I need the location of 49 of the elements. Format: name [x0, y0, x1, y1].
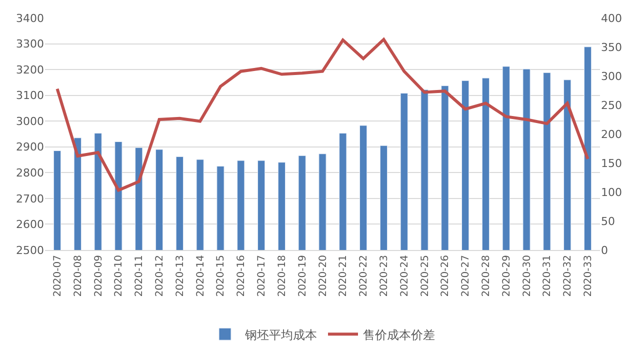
y2-tick-label: 400 [601, 12, 622, 25]
y-tick-label: 2800 [16, 166, 44, 180]
y-tick-label: 3300 [16, 38, 44, 51]
x-tick-label: 2020-23 [378, 255, 390, 297]
x-tick-label: 2020-13 [174, 255, 186, 297]
x-tick-label: 2020-29 [501, 255, 512, 297]
x-tick-label: 2020-28 [480, 255, 492, 297]
y-tick-label: 2900 [16, 140, 44, 154]
x-tick-label: 2020-31 [542, 255, 554, 297]
x-tick-label: 2020-32 [562, 255, 574, 297]
y-tick-label: 3200 [16, 63, 44, 76]
y2-tick-label: 350 [601, 40, 622, 54]
x-tick-label: 2020-17 [256, 255, 268, 297]
y-tick-label: 2700 [16, 192, 44, 206]
x-tick-label: 2020-18 [276, 255, 288, 297]
x-tick-label: 2020-30 [522, 255, 533, 297]
y2-tick-label: 250 [601, 98, 622, 112]
y-tick-label: 2600 [16, 218, 44, 232]
y-tick-label: 3000 [16, 114, 44, 128]
x-tick-label: 2020-20 [318, 255, 329, 297]
x-tick-label: 2020-14 [195, 255, 206, 297]
y2-tick-label: 50 [601, 214, 615, 228]
x-tick-label: 2020-08 [72, 255, 84, 297]
y2-tick-label: 150 [601, 156, 622, 170]
y2-tick-label: 100 [601, 186, 622, 199]
x-tick-label: 2020-25 [420, 255, 431, 297]
y-tick-label: 3400 [16, 12, 44, 25]
x-tick-label: 2020-27 [460, 255, 472, 297]
x-tick-label: 2020-15 [216, 255, 227, 297]
x-tick-label: 2020-07 [52, 255, 64, 297]
x-tick-label: 2020-21 [338, 255, 350, 297]
y-tick-label: 3100 [16, 89, 44, 102]
legend-label: 售价成本价差 [363, 328, 435, 342]
x-tick-label: 2020-33 [583, 255, 594, 297]
line-series [56, 38, 590, 192]
legend-label: 钢坯平均成本 [244, 328, 317, 342]
x-tick-label: 2020-09 [93, 255, 104, 297]
x-tick-label: 2020-10 [114, 255, 125, 297]
x-tick-label: 2020-16 [236, 255, 248, 297]
y2-tick-label: 0 [601, 244, 608, 257]
y2-tick-label: 300 [601, 70, 622, 83]
x-tick-label: 2020-26 [440, 255, 452, 297]
x-tick-label: 2020-11 [134, 255, 146, 297]
x-tick-label: 2020-12 [154, 255, 166, 297]
x-tick-label: 2020-24 [399, 255, 410, 297]
y2-tick-label: 200 [601, 128, 622, 141]
x-tick-label: 2020-19 [297, 255, 308, 297]
y-tick-label: 2500 [16, 244, 44, 257]
x-tick-label: 2020-22 [358, 255, 370, 297]
